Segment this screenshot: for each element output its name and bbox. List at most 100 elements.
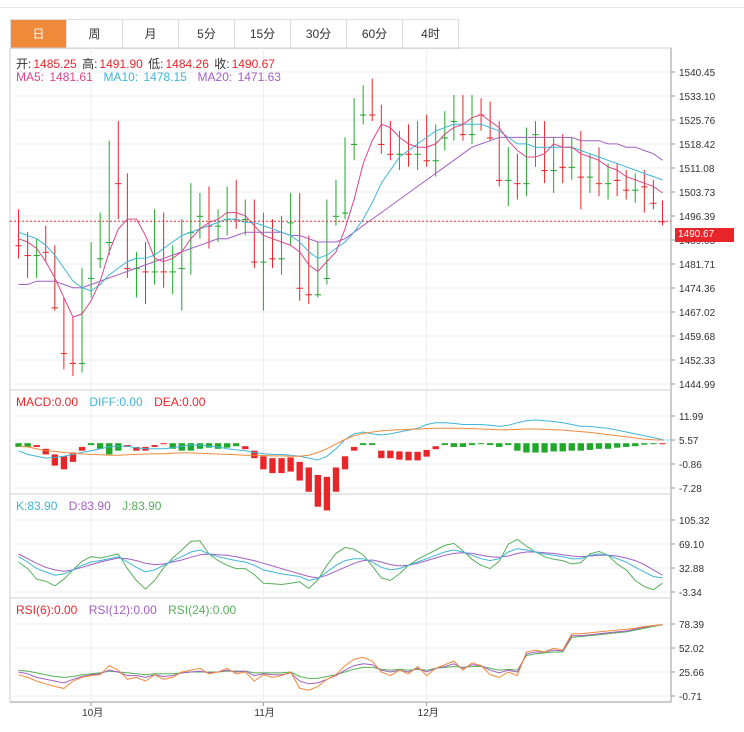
candle-body (314, 294, 322, 296)
price-y-tick-label: 1444.99 (679, 380, 716, 391)
macd-bar (441, 443, 448, 446)
macd-bar (187, 443, 195, 451)
macd-bar (505, 443, 512, 446)
ma10-line (18, 123, 663, 292)
open-value: 1485.25 (33, 57, 77, 71)
macd-bar (169, 443, 176, 449)
tab-week[interactable]: 周 (67, 20, 123, 48)
macd-bar (160, 443, 167, 445)
tab-4h[interactable]: 4时 (403, 20, 459, 48)
last-price-tag: 1490.67 (675, 228, 734, 242)
tab-60min[interactable]: 60分 (347, 20, 403, 48)
candle-body (341, 212, 349, 214)
macd-bar (432, 446, 439, 450)
rsi6-readout: RSI(6):0.00 (16, 603, 78, 617)
candle-body (169, 271, 176, 273)
macd-bar (323, 476, 331, 511)
macd-y-tick-label: -0.86 (679, 460, 702, 471)
rsi-y-tick-label: 52.02 (679, 644, 704, 655)
macd-bar (623, 443, 630, 447)
macd-bar (350, 446, 358, 451)
price-y-tick-label: 1533.10 (679, 92, 716, 103)
x-tick-label: 10月 (82, 707, 103, 719)
macd-bar (414, 451, 421, 461)
candle-body (359, 114, 367, 116)
macd-bar (387, 450, 394, 459)
macd-bar (42, 448, 49, 455)
candle-body (550, 170, 557, 172)
macd-bar (450, 443, 458, 447)
candle-body (33, 255, 40, 257)
ma10-readout: MA10: 1478.15 (103, 70, 187, 84)
price-y-tick-label: 1503.73 (679, 188, 716, 199)
candle-body (577, 176, 585, 178)
candle-body (387, 153, 394, 155)
candle-body (586, 176, 594, 178)
candle-body (196, 215, 204, 217)
candle-body (24, 255, 31, 257)
candle-body (641, 186, 648, 188)
candle-body (350, 143, 358, 145)
macd-bar (604, 443, 612, 449)
candle-body (623, 189, 630, 191)
tab-15min[interactable]: 15分 (235, 20, 291, 48)
kdj-y-tick-label: 105.32 (679, 516, 710, 527)
macd-bar (586, 443, 594, 450)
candle-body (450, 121, 458, 123)
candle-body (178, 268, 185, 270)
macd-bar (550, 443, 557, 452)
candle-body (632, 189, 639, 191)
candle-body (604, 183, 612, 185)
macd-bar (151, 445, 158, 447)
macd-bar (178, 443, 185, 451)
candle-body (405, 153, 412, 155)
candle-body (214, 225, 222, 227)
macd-bar (559, 443, 566, 452)
macd-bar (314, 474, 322, 507)
tab-30min[interactable]: 30分 (291, 20, 347, 48)
dea-line (18, 427, 663, 457)
tab-5min[interactable]: 5分 (179, 20, 235, 48)
macd-bar (305, 467, 312, 492)
close-label: 收: (214, 57, 230, 71)
price-y-tick-label: 1518.42 (679, 140, 716, 151)
macd-bar (15, 443, 22, 447)
candle-body (87, 277, 95, 279)
macd-bar (33, 445, 40, 447)
macd-bar (496, 443, 503, 447)
macd-bar (214, 443, 222, 449)
d-readout: D:83.90 (68, 499, 111, 513)
candle-body (369, 114, 376, 116)
candle-body (468, 134, 476, 136)
macd-bar (641, 443, 648, 445)
macd-y-tick-label: 5.57 (679, 436, 699, 447)
diff-readout: DIFF:0.00 (89, 395, 143, 409)
macd-y-tick-label: -7.28 (679, 484, 702, 495)
candle-body (459, 134, 467, 136)
macd-bar (106, 443, 113, 455)
candle-body (133, 268, 140, 270)
macd-bar (260, 456, 267, 470)
macd-bar (269, 458, 276, 474)
macd-bar (568, 443, 575, 451)
k-line (18, 548, 663, 582)
ma-header: MA5: 1481.61 MA10: 1478.15 MA20: 1471.63 (16, 70, 285, 84)
candle-body (650, 202, 657, 204)
candle-body (305, 294, 312, 296)
kdj-y-tick-label: 69.10 (679, 540, 704, 551)
macd-bar (332, 467, 340, 492)
macd-bar (196, 443, 204, 449)
candle-body (160, 271, 167, 273)
tab-day[interactable]: 日 (11, 20, 67, 48)
rsi-y-tick-label: 78.39 (679, 620, 704, 631)
close-value: 1490.67 (231, 57, 275, 71)
price-y-tick-label: 1474.36 (679, 284, 716, 295)
macd-bar (541, 443, 548, 453)
candle-body (414, 153, 421, 155)
tab-month[interactable]: 月 (123, 20, 179, 48)
timeframe-tabs: 日 周 月 5分 15分 30分 60分 4时 (10, 19, 459, 49)
candle-body (60, 353, 68, 355)
diff-line (18, 419, 663, 461)
candle-body (278, 258, 285, 260)
